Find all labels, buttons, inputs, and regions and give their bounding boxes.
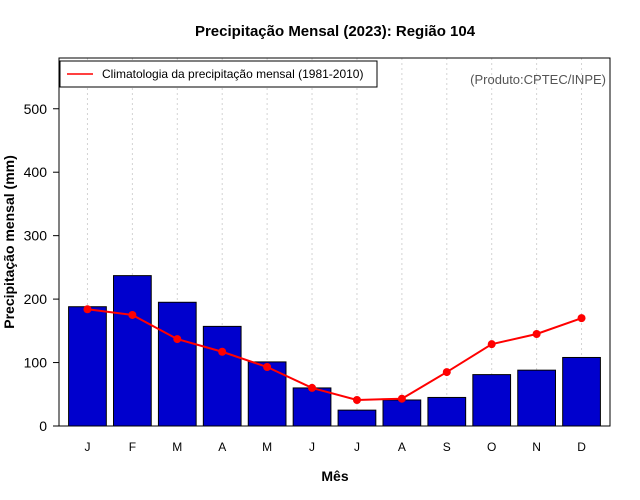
climatology-point-12 xyxy=(577,314,586,323)
climatology-point-1 xyxy=(83,305,92,314)
bar-7 xyxy=(337,409,377,427)
y-tick-label: 500 xyxy=(24,101,48,117)
x-tick-label: S xyxy=(443,440,451,454)
x-tick-label: M xyxy=(262,440,272,454)
climatology-point-5 xyxy=(263,362,272,371)
x-tick-label: O xyxy=(487,440,496,454)
bars xyxy=(68,275,601,427)
climatology-polyline xyxy=(87,308,582,401)
climatology-point-2 xyxy=(128,310,137,319)
x-tick-label: M xyxy=(172,440,182,454)
x-tick-label: F xyxy=(129,440,136,454)
x-tick-label: N xyxy=(532,440,541,454)
plot-frame xyxy=(58,57,611,427)
climatology-point-10 xyxy=(487,340,496,349)
bar-4 xyxy=(202,325,242,427)
climatology-point-9 xyxy=(442,368,451,377)
bar-8 xyxy=(382,399,422,427)
climatology-point-7 xyxy=(352,395,361,404)
x-axis-label: Mês xyxy=(321,468,348,484)
y-axis: 0 100 200 300 400 500 xyxy=(24,101,59,434)
legend: Climatologia da precipitação mensal (198… xyxy=(59,60,378,88)
bar-6 xyxy=(292,387,332,427)
y-axis-label: Precipitação mensal (mm) xyxy=(1,155,17,329)
legend-box xyxy=(59,60,378,88)
y-tick-label: 300 xyxy=(24,228,48,244)
y-tick-label: 200 xyxy=(24,291,48,307)
climatology-point-8 xyxy=(397,394,406,403)
bar-3 xyxy=(157,301,197,427)
x-tick-label: D xyxy=(577,440,586,454)
bar-11 xyxy=(517,369,556,427)
source-annotation: (Produto:CPTEC/INPE) xyxy=(470,72,606,87)
climatology-line xyxy=(83,305,586,404)
y-tick-label: 0 xyxy=(39,418,47,434)
climatology-point-4 xyxy=(218,347,227,356)
bar-2 xyxy=(113,275,152,427)
bar-10 xyxy=(472,374,512,427)
climatology-point-11 xyxy=(532,330,541,338)
bar-12 xyxy=(562,356,601,427)
bar-1 xyxy=(68,306,107,427)
x-tick-label: J xyxy=(354,440,360,454)
x-tick-label: A xyxy=(398,440,406,454)
x-tick-label: J xyxy=(309,440,315,454)
x-tick-label: A xyxy=(218,440,226,454)
bar-5 xyxy=(247,361,287,427)
climatology-point-6 xyxy=(308,383,317,392)
y-tick-label: 400 xyxy=(24,164,48,180)
legend-label-climatology: Climatologia da precipitação mensal (198… xyxy=(102,67,363,81)
x-tick-label: J xyxy=(84,440,90,454)
climatology-point-3 xyxy=(173,335,182,344)
y-tick-label: 100 xyxy=(24,355,48,371)
chart-title: Precipitação Mensal (2023): Região 104 xyxy=(195,23,476,40)
bar-9 xyxy=(427,396,467,427)
